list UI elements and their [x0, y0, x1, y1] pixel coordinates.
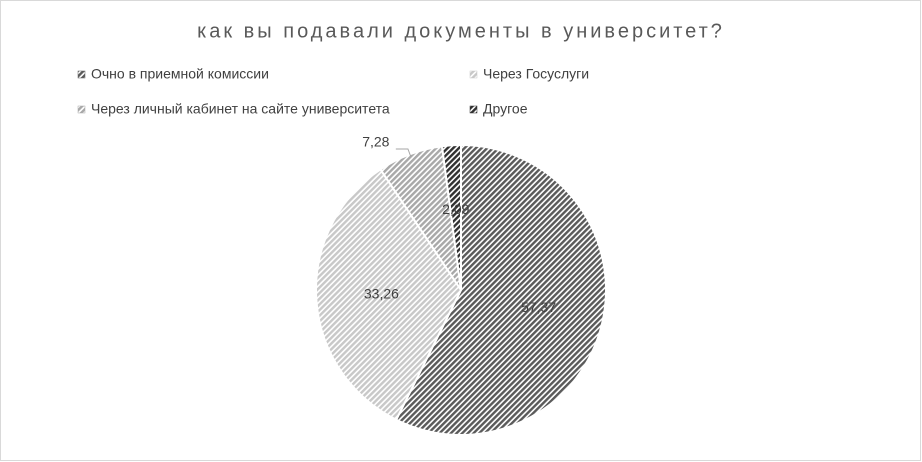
chart-title: как вы подавали документы в университет? — [197, 20, 725, 42]
legend-label: Очно в приемной комиссии — [91, 66, 269, 82]
legend-marker — [469, 70, 478, 79]
legend-marker — [469, 105, 478, 114]
data-label: 2,09 — [442, 201, 469, 217]
data-label: 7,28 — [362, 134, 389, 150]
legend-label: Другое — [483, 101, 528, 117]
data-label: 57,37 — [521, 299, 556, 315]
leader-line — [395, 148, 412, 158]
legend-label: Через личный кабинет на сайте университе… — [91, 101, 390, 117]
legend-marker — [77, 70, 86, 79]
pie-slice — [440, 143, 462, 291]
legend-marker — [77, 105, 86, 114]
legend-label: Через Госуслуги — [483, 66, 589, 82]
data-label: 33,26 — [364, 286, 399, 302]
pie-slice — [315, 168, 463, 422]
pie-slice — [394, 143, 607, 436]
